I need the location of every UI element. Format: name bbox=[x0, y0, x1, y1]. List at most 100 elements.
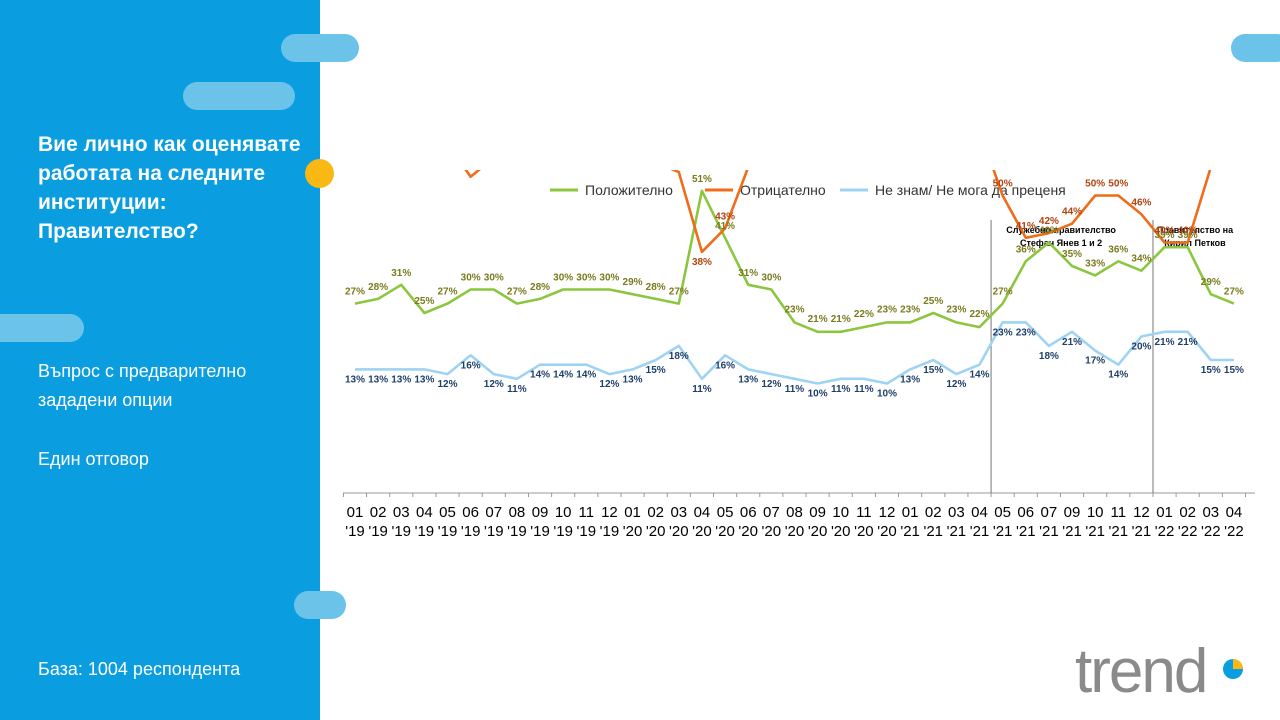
data-label-dontknow: 16% bbox=[461, 360, 481, 371]
x-tick-label-year: '21 bbox=[993, 523, 1013, 540]
data-label-dontknow: 11% bbox=[507, 384, 527, 395]
data-label-dontknow: 15% bbox=[1201, 365, 1221, 376]
trend-logo: trend bbox=[1075, 637, 1243, 700]
x-tick-label-month: 07 bbox=[485, 504, 502, 521]
data-label-dontknow: 21% bbox=[1062, 337, 1082, 348]
x-tick-label-month: 06 bbox=[462, 504, 479, 521]
data-label-dontknow: 14% bbox=[970, 370, 990, 381]
x-tick-label-month: 04 bbox=[694, 504, 711, 521]
x-tick-label-month: 05 bbox=[439, 504, 456, 521]
x-tick-label-year: '19 bbox=[461, 523, 481, 540]
data-label-positive: 36% bbox=[1108, 244, 1128, 255]
x-tick-label-year: '19 bbox=[507, 523, 527, 540]
x-tick-label-year: '22 bbox=[1224, 523, 1244, 540]
x-tick-label-year: '21 bbox=[900, 523, 920, 540]
data-label-dontknow: 14% bbox=[576, 370, 596, 381]
period-annotation: Служебно правителство bbox=[1006, 225, 1116, 235]
x-tick-label-month: 01 bbox=[624, 504, 641, 521]
x-tick-label-year: '19 bbox=[577, 523, 597, 540]
data-label-negative: 41% bbox=[1016, 221, 1036, 232]
x-tick-label-year: '20 bbox=[692, 523, 712, 540]
data-label-positive: 51% bbox=[692, 174, 712, 185]
data-label-negative: 42% bbox=[1039, 216, 1059, 227]
data-label-positive: 34% bbox=[1131, 254, 1151, 265]
x-tick-label-month: 12 bbox=[601, 504, 618, 521]
series-line-dontknow bbox=[355, 321, 1234, 385]
data-label-dontknow: 11% bbox=[831, 384, 851, 395]
decor-pill bbox=[183, 82, 295, 110]
data-label-dontknow: 18% bbox=[669, 351, 689, 362]
x-tick-label-year: '20 bbox=[854, 523, 874, 540]
data-label-dontknow: 10% bbox=[877, 389, 897, 400]
line-chart: Положително Отрицателно Не знам/ Не мога д… bbox=[342, 170, 1255, 540]
x-tick-label-year: '22 bbox=[1178, 523, 1198, 540]
x-tick-label-year: '21 bbox=[1085, 523, 1105, 540]
data-label-dontknow: 14% bbox=[553, 370, 573, 381]
period-annotation: Кирил Петков bbox=[1164, 238, 1226, 248]
x-tick-label-month: 02 bbox=[925, 504, 942, 521]
data-label-positive: 30% bbox=[461, 273, 481, 284]
data-label-negative: 50% bbox=[1085, 179, 1105, 190]
x-tick-label-year: '21 bbox=[1132, 523, 1152, 540]
data-label-dontknow: 18% bbox=[1039, 351, 1059, 362]
data-label-positive: 27% bbox=[993, 287, 1013, 298]
data-label-positive: 22% bbox=[854, 309, 874, 320]
x-tick-label-year: '20 bbox=[877, 523, 897, 540]
period-annotation: Правителство на bbox=[1157, 225, 1234, 235]
data-label-positive: 30% bbox=[761, 273, 781, 284]
x-tick-label-month: 09 bbox=[809, 504, 826, 521]
x-tick-label-year: '21 bbox=[1039, 523, 1059, 540]
data-label-positive: 40% bbox=[1039, 226, 1059, 237]
data-label-positive: 23% bbox=[900, 304, 920, 315]
x-tick-label-month: 02 bbox=[1179, 504, 1196, 521]
data-label-positive: 23% bbox=[784, 304, 804, 315]
data-label-positive: 22% bbox=[970, 309, 990, 320]
data-label-positive: 23% bbox=[946, 304, 966, 315]
data-label-positive: 41% bbox=[715, 221, 735, 232]
x-tick-label-year: '21 bbox=[970, 523, 990, 540]
x-tick-label-year: '21 bbox=[923, 523, 943, 540]
data-label-dontknow: 17% bbox=[1085, 356, 1105, 367]
data-label-positive: 36% bbox=[1016, 244, 1036, 255]
x-tick-label-year: '21 bbox=[1062, 523, 1082, 540]
data-label-dontknow: 15% bbox=[646, 365, 666, 376]
legend-label-positive: Положително bbox=[585, 182, 673, 198]
data-label-positive: 28% bbox=[368, 282, 388, 293]
data-label-positive: 35% bbox=[1062, 249, 1082, 260]
data-label-dontknow: 13% bbox=[368, 374, 388, 385]
logo-dot-yellow bbox=[1233, 659, 1243, 669]
data-label-dontknow: 12% bbox=[761, 379, 781, 390]
data-label-dontknow: 15% bbox=[923, 365, 943, 376]
x-tick-label-year: '19 bbox=[530, 523, 550, 540]
x-tick-label-month: 01 bbox=[347, 504, 364, 521]
x-tick-label-month: 12 bbox=[879, 504, 896, 521]
x-tick-label-month: 04 bbox=[971, 504, 988, 521]
data-label-dontknow: 12% bbox=[438, 379, 458, 390]
sample-base: База: 1004 респондента bbox=[38, 659, 241, 679]
data-label-negative: 40% bbox=[1155, 226, 1175, 237]
x-tick-label-month: 01 bbox=[1156, 504, 1173, 521]
decor-pill bbox=[0, 314, 84, 342]
x-tick-label-year: '20 bbox=[669, 523, 689, 540]
data-label-dontknow: 14% bbox=[1108, 370, 1128, 381]
legend-label-negative: Отрицателно bbox=[740, 182, 826, 198]
data-label-negative: 46% bbox=[1131, 197, 1151, 208]
x-tick-label-month: 03 bbox=[1202, 504, 1219, 521]
x-tick-label-month: 01 bbox=[902, 504, 919, 521]
x-tick-label-month: 03 bbox=[670, 504, 687, 521]
x-tick-label-year: '20 bbox=[785, 523, 805, 540]
data-label-negative: 40% bbox=[1178, 226, 1198, 237]
x-tick-label-year: '19 bbox=[600, 523, 620, 540]
x-tick-label-year: '19 bbox=[438, 523, 458, 540]
data-label-positive: 28% bbox=[646, 282, 666, 293]
data-label-positive: 21% bbox=[808, 314, 828, 325]
data-label-positive: 30% bbox=[599, 273, 619, 284]
data-label-positive: 25% bbox=[923, 296, 943, 307]
x-tick-label-year: '21 bbox=[1016, 523, 1036, 540]
data-label-negative: 50% bbox=[993, 179, 1013, 190]
answer-type-note: Един отговор bbox=[38, 449, 149, 469]
data-label-dontknow: 21% bbox=[1178, 337, 1198, 348]
data-label-dontknow: 11% bbox=[692, 384, 712, 395]
data-label-positive: 27% bbox=[345, 287, 365, 298]
data-label-dontknow: 12% bbox=[946, 379, 966, 390]
